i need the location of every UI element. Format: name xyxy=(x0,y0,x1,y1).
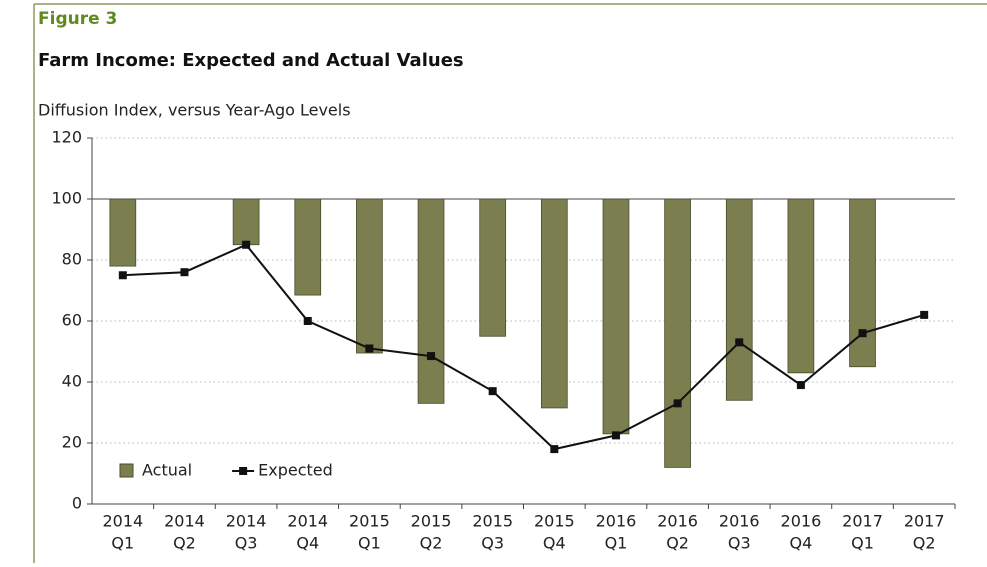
bar xyxy=(232,198,260,246)
bar xyxy=(356,198,383,354)
x-tick-label: Q4 xyxy=(296,534,319,553)
x-tick-label: Q1 xyxy=(605,534,628,553)
marker xyxy=(858,329,867,338)
bar xyxy=(787,198,815,374)
x-tick-label: Q1 xyxy=(358,534,381,553)
bar xyxy=(849,198,876,368)
y-tick-label: 60 xyxy=(62,311,82,330)
marker xyxy=(180,268,189,277)
line xyxy=(122,243,925,451)
x-tick-label: 2015 xyxy=(411,512,452,531)
marker xyxy=(673,399,682,408)
y-tick-label: 0 xyxy=(72,494,82,513)
x-tick-label: 2016 xyxy=(657,512,698,531)
marker xyxy=(427,352,436,361)
legend-swatch xyxy=(239,467,248,475)
marker xyxy=(118,271,127,280)
bar xyxy=(479,198,507,337)
x-tick-label: 2016 xyxy=(719,512,760,531)
x-tick-label: Q1 xyxy=(111,534,134,553)
marker xyxy=(920,310,929,319)
x-tick-label: 2017 xyxy=(904,512,945,531)
x-tick-label: Q3 xyxy=(728,534,751,553)
x-tick-label: 2014 xyxy=(102,512,143,531)
bar xyxy=(417,198,445,404)
y-tick-label: 100 xyxy=(51,189,82,208)
y-tick-label: 20 xyxy=(62,433,82,452)
x-tick-label: Q2 xyxy=(420,534,443,553)
x-tick-label: Q2 xyxy=(173,534,196,553)
x-tick-label: 2014 xyxy=(164,512,205,531)
chart-title: Farm Income: Expected and Actual Values xyxy=(38,50,464,71)
marker xyxy=(303,317,312,325)
marker xyxy=(611,431,620,440)
x-tick-label: Q4 xyxy=(790,534,813,553)
marker xyxy=(796,381,805,390)
legend-label: Actual xyxy=(142,461,192,480)
marker xyxy=(365,344,374,353)
marker xyxy=(488,387,497,396)
x-tick-label: 2016 xyxy=(596,512,637,531)
legend-swatch xyxy=(119,463,134,478)
x-tick-label: Q2 xyxy=(666,534,689,553)
figure-label: Figure 3 xyxy=(38,9,117,29)
x-tick-label: Q3 xyxy=(481,534,504,553)
bar xyxy=(602,198,630,435)
y-tick-label: 120 xyxy=(51,128,82,147)
x-tick-label: Q2 xyxy=(913,534,936,553)
x-tick-label: 2014 xyxy=(287,512,328,531)
legend-label: Expected xyxy=(258,461,333,480)
y-axis-label: Diffusion Index, versus Year-Ago Levels xyxy=(38,101,351,120)
bar xyxy=(540,198,568,409)
bar xyxy=(294,198,322,296)
bar xyxy=(725,198,753,401)
marker xyxy=(550,445,559,454)
marker xyxy=(242,240,251,249)
x-tick-label: Q4 xyxy=(543,534,566,553)
x-tick-label: Q3 xyxy=(235,534,258,553)
marker xyxy=(735,338,744,347)
bar xyxy=(664,198,691,468)
y-tick-label: 40 xyxy=(62,372,82,391)
x-tick-label: Q1 xyxy=(851,534,874,553)
x-tick-label: 2014 xyxy=(226,512,267,531)
x-tick-label: 2015 xyxy=(349,512,390,531)
x-tick-label: 2017 xyxy=(842,512,883,531)
y-tick-label: 80 xyxy=(62,250,82,269)
x-tick-label: 2015 xyxy=(534,512,575,531)
x-tick-label: 2015 xyxy=(472,512,513,531)
bar xyxy=(109,198,137,267)
x-tick-label: 2016 xyxy=(781,512,822,531)
